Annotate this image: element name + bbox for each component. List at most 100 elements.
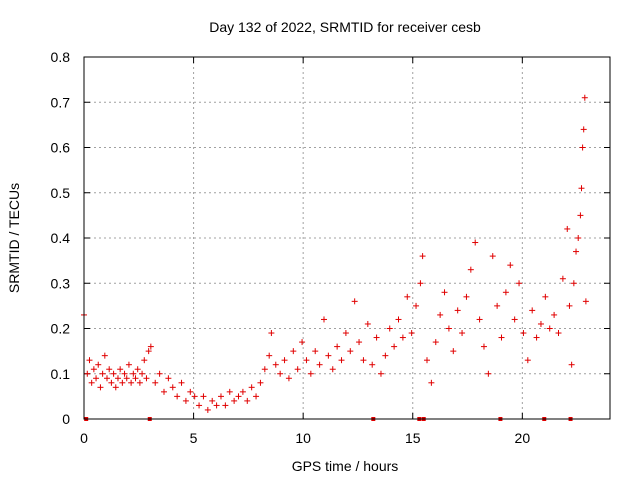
x-tick-labels: 0 5 10 15 20 [80,430,530,446]
data-points [81,94,589,413]
data-point [147,343,154,350]
data-point [377,370,384,377]
y-tick-labels: 0 0.1 0.2 0.3 0.4 0.5 0.6 0.7 0.8 [51,49,71,427]
data-point [108,379,115,386]
data-point [303,357,310,364]
data-point [463,293,470,300]
data-point [104,375,111,382]
data-point [564,225,571,232]
data-point [114,375,121,382]
data-point [432,339,439,346]
data-point [502,289,509,296]
data-point [169,384,176,391]
data-point [568,361,575,368]
y-axis-title: SRMTID / TECUs [6,183,22,293]
data-point [213,402,220,409]
data-point [347,348,354,355]
data-point [257,379,264,386]
data-point [395,316,402,323]
data-point [217,393,224,400]
data-point [222,402,229,409]
data-point [498,334,505,341]
y-tick-label: 0 [62,411,70,427]
y-tick-label: 0.8 [51,49,71,65]
y-tick-label: 0.3 [51,275,71,291]
data-point [408,330,415,337]
data-point [582,298,589,305]
data-point [93,375,100,382]
data-point [86,357,93,364]
data-point [209,397,216,404]
data-point [128,379,135,386]
data-point [489,253,496,260]
data-point [529,307,536,314]
data-point [187,388,194,395]
data-point [294,366,301,373]
data-point [342,330,349,337]
axis-ticks [83,56,610,420]
data-point [467,266,474,273]
data-point [445,325,452,332]
data-point [226,388,233,395]
data-point [580,126,587,133]
y-tick-label: 0.4 [51,230,71,246]
data-point [268,330,275,337]
data-point [369,361,376,368]
data-point [382,352,389,359]
data-point [182,397,189,404]
data-point [476,316,483,323]
data-point [581,94,588,101]
data-point [428,379,435,386]
x-tick-label: 10 [295,430,311,446]
data-point [160,388,167,395]
data-point [117,366,124,373]
data-point [423,357,430,364]
data-point [404,293,411,300]
data-point [136,379,143,386]
data-point [106,366,113,373]
data-point [145,348,152,355]
data-point [459,330,466,337]
data-point [555,330,562,337]
data-point [551,311,558,318]
data-point [325,352,332,359]
data-point [95,361,102,368]
data-point [84,370,91,377]
data-point [200,393,207,400]
data-point [450,348,457,355]
data-point [261,366,268,373]
data-point [524,357,531,364]
data-point [338,357,345,364]
data-point [559,275,566,282]
x-axis-title: GPS time / hours [292,458,399,474]
data-point [119,379,126,386]
data-point [121,370,128,377]
data-point [575,235,582,241]
data-point [494,302,501,309]
grid-lines [84,57,610,419]
data-point [248,384,255,391]
data-point [110,370,117,377]
data-point [413,302,420,309]
data-point [204,406,211,413]
data-point [112,384,119,391]
data-point [235,393,242,400]
data-point [244,397,251,404]
data-point [334,343,341,350]
data-point [141,357,148,364]
x-tick-label: 20 [515,430,531,446]
data-point [419,253,426,260]
data-point [570,280,577,287]
data-point [130,370,137,377]
data-point [537,320,544,327]
data-point [373,334,380,341]
data-point [485,370,492,377]
data-point [566,302,573,309]
data-point [156,370,163,377]
data-point [360,357,367,364]
data-point [285,375,292,382]
data-point [399,334,406,341]
data-point [239,388,246,395]
x-tick-label: 15 [405,430,421,446]
